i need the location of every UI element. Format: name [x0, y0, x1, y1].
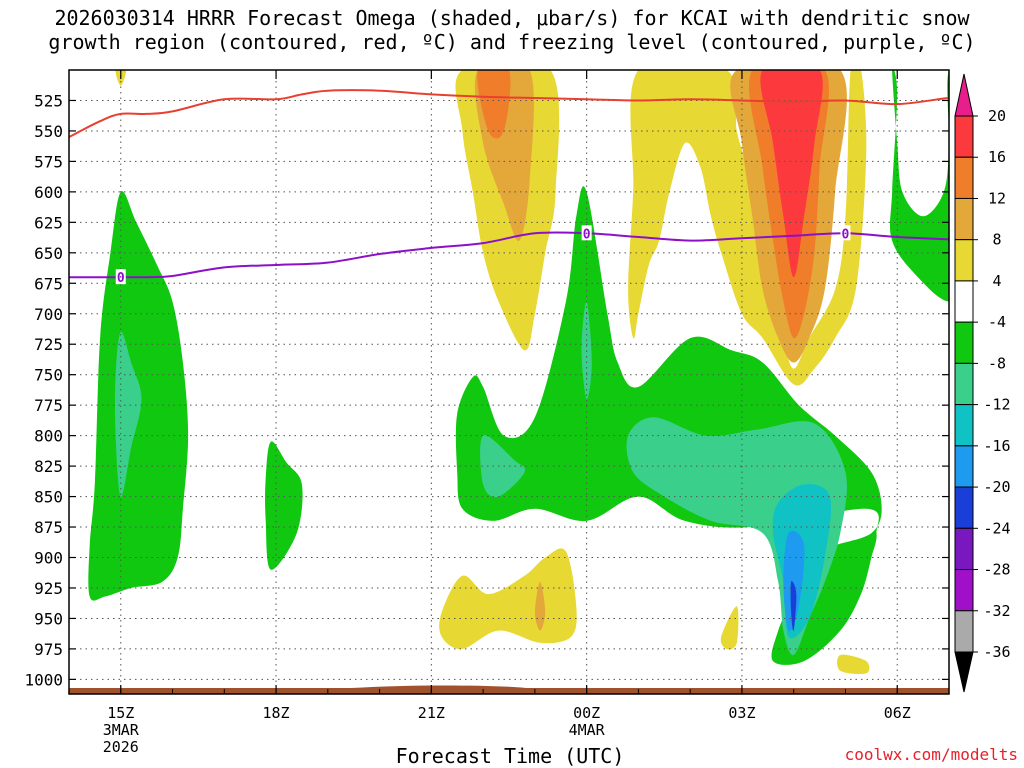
y-tick-label-775: 775 [34, 396, 63, 415]
y-axis: 525 550 575 600 625 650 675 700 725 750 775 800 825 8… [24, 91, 950, 694]
contour-lines: 0 0 0 [69, 89, 949, 286]
colorbar-tick-label-13: -36 [983, 643, 1010, 661]
y-tick-label-1000: 1000 [24, 670, 63, 689]
colorbar-tick-label-2: 12 [988, 189, 1006, 207]
colorbar-swatch-2 [954, 197, 974, 241]
x-tick-label-15-0: 15Z [107, 704, 134, 722]
colorbar-tick-label-3: 8 [992, 231, 1001, 249]
colorbar-swatch-4 [954, 280, 974, 323]
y-tick-label-900: 900 [34, 549, 63, 568]
x-tick-label-15-2: 2026 [103, 738, 139, 756]
y-tick-label-950: 950 [34, 609, 63, 628]
omega-region-8 [480, 435, 526, 498]
freezing-level-label-0: 0 [117, 271, 125, 286]
omega-region-14 [628, 70, 867, 386]
colorbar-swatch-3 [954, 239, 974, 282]
x-tick-label-24-0: 00Z [573, 704, 600, 722]
x-tick-label-24-1: 4MAR [569, 721, 606, 739]
snow-growth-contour [69, 89, 949, 138]
y-tick-label-650: 650 [34, 244, 63, 263]
x-axis-label: Forecast Time (UTC) [395, 744, 625, 768]
colorbar-swatch-8 [954, 445, 974, 488]
freezing-label-bg-0 [115, 269, 126, 285]
y-tick-label-625: 625 [34, 213, 63, 232]
colorbar: 20 16 12 8 4 -4 -8 -12 -16 -20 -24 -28 -32 -36 [954, 73, 1011, 693]
colorbar-tick-label-5: -4 [988, 313, 1006, 331]
chart-title: 2026030314 HRRR Forecast Omega (shaded, … [0, 6, 1024, 54]
x-tick-label-15-1: 3MAR [103, 721, 140, 739]
surface-band-bump [291, 685, 561, 694]
colorbar-under-arrow [954, 651, 974, 693]
y-tick-label-750: 750 [34, 366, 63, 385]
y-tick-label-825: 825 [34, 457, 63, 476]
colorbar-tick-label-6: -8 [988, 354, 1006, 372]
omega-region-9 [581, 301, 592, 400]
colorbar-swatch-12 [954, 610, 974, 653]
omega-region-18 [889, 70, 949, 302]
y-tick-label-575: 575 [34, 152, 63, 171]
chart-title-line-1: 2026030314 HRRR Forecast Omega (shaded, … [54, 6, 970, 30]
freezing-level-label-2: 0 [842, 227, 850, 242]
colorbar-swatch-10 [954, 527, 974, 571]
colorbar-tick-label-9: -20 [983, 478, 1010, 496]
y-tick-label-875: 875 [34, 518, 63, 537]
colorbar-tick-label-1: 16 [988, 148, 1006, 166]
colorbar-tick-label-12: -32 [983, 602, 1010, 620]
colorbar-swatch-0 [954, 115, 974, 158]
source-credit: coolwx.com/modelts [844, 745, 1018, 764]
omega-region-21 [720, 606, 739, 650]
freezing-label-bg-2 [840, 225, 851, 241]
omega-region-17 [760, 70, 823, 278]
y-tick-label-800: 800 [34, 427, 63, 446]
omega-region-6 [477, 70, 511, 139]
x-tick-label-21-0: 21Z [418, 704, 445, 722]
y-tick-label-525: 525 [34, 91, 63, 110]
omega-region-12 [783, 530, 805, 632]
colorbar-tick-label-7: -12 [983, 396, 1010, 414]
freezing-level-label-1: 0 [583, 227, 591, 242]
omega-shading [88, 70, 949, 675]
colorbar-tick-label-11: -28 [983, 561, 1010, 579]
omega-region-3 [265, 441, 303, 570]
gridlines [69, 70, 949, 694]
colorbar-tick-label-0: 20 [988, 107, 1006, 125]
colorbar-swatch-5 [954, 321, 974, 364]
y-tick-label-550: 550 [34, 122, 63, 141]
plot-frame [68, 69, 950, 695]
y-tick-label-600: 600 [34, 183, 63, 202]
colorbar-swatch-1 [954, 156, 974, 199]
x-tick-label-30-0: 06Z [884, 704, 911, 722]
colorbar-swatch-7 [954, 404, 974, 447]
colorbar-swatch-9 [954, 486, 974, 529]
colorbar-tick-label-10: -24 [983, 519, 1010, 537]
chart-title-line-2: growth region (contoured, red, ºC) and f… [48, 30, 976, 54]
y-tick-label-975: 975 [34, 640, 63, 659]
omega-region-2 [114, 331, 142, 497]
y-tick-label-675: 675 [34, 274, 63, 293]
colorbar-tick-label-4: 4 [992, 272, 1001, 290]
y-tick-label-925: 925 [34, 579, 63, 598]
y-tick-label-725: 725 [34, 335, 63, 354]
y-tick-label-850: 850 [34, 488, 63, 507]
x-tick-label-18-0: 18Z [263, 704, 290, 722]
x-tick-label-27-0: 03Z [728, 704, 755, 722]
y-tick-label-700: 700 [34, 305, 63, 324]
freezing-label-bg-1 [581, 225, 592, 241]
colorbar-tick-label-8: -16 [983, 437, 1010, 455]
colorbar-swatch-6 [954, 362, 974, 406]
colorbar-over-arrow [954, 73, 974, 117]
omega-region-22 [837, 654, 870, 675]
omega-region-13 [790, 581, 797, 632]
colorbar-swatch-11 [954, 569, 974, 612]
surface-band-layer [69, 685, 949, 694]
